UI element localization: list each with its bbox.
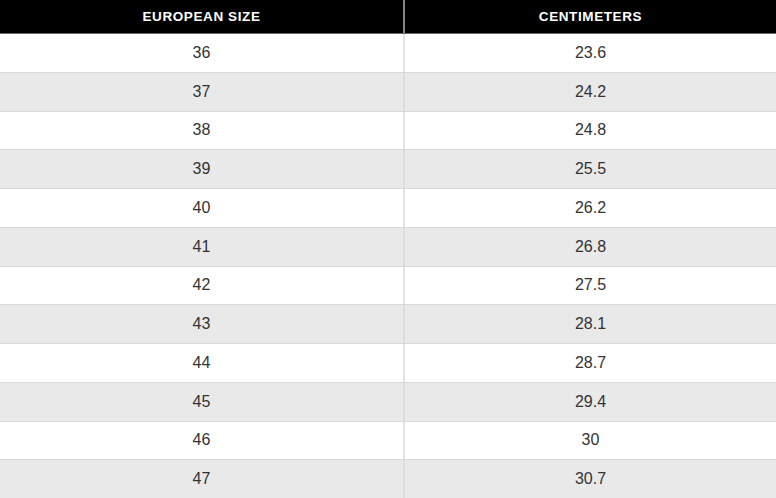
cm-value: 27.5 [405, 267, 776, 305]
size-value: 40 [0, 189, 405, 227]
size-value: 44 [0, 344, 405, 382]
table-row: 42 27.5 [0, 266, 776, 305]
cm-value: 26.2 [405, 189, 776, 227]
table-row: 38 24.8 [0, 111, 776, 150]
cm-value: 25.5 [405, 150, 776, 188]
cm-value: 26.8 [405, 228, 776, 266]
size-value: 38 [0, 112, 405, 150]
size-value: 41 [0, 228, 405, 266]
size-value: 39 [0, 150, 405, 188]
table-row: 44 28.7 [0, 343, 776, 382]
table-row: 40 26.2 [0, 188, 776, 227]
table-row: 46 30 [0, 421, 776, 460]
table-row: 45 29.4 [0, 382, 776, 421]
size-value: 47 [0, 460, 405, 498]
size-conversion-table: EUROPEAN SIZE CENTIMETERS 36 23.6 37 24.… [0, 0, 776, 498]
table-row: 43 28.1 [0, 304, 776, 343]
cm-value: 24.2 [405, 73, 776, 111]
size-value: 45 [0, 383, 405, 421]
table-row: 37 24.2 [0, 72, 776, 111]
cm-value: 24.8 [405, 112, 776, 150]
table-row: 36 23.6 [0, 34, 776, 72]
size-value: 36 [0, 34, 405, 72]
size-value: 37 [0, 73, 405, 111]
header-centimeters: CENTIMETERS [405, 0, 776, 33]
cm-value: 30 [405, 422, 776, 460]
table-header-row: EUROPEAN SIZE CENTIMETERS [0, 0, 776, 34]
table-row: 41 26.8 [0, 227, 776, 266]
cm-value: 30.7 [405, 460, 776, 498]
cm-value: 28.1 [405, 305, 776, 343]
cm-value: 28.7 [405, 344, 776, 382]
size-value: 43 [0, 305, 405, 343]
cm-value: 23.6 [405, 34, 776, 72]
table-row: 47 30.7 [0, 459, 776, 498]
size-value: 46 [0, 422, 405, 460]
cm-value: 29.4 [405, 383, 776, 421]
header-european-size: EUROPEAN SIZE [0, 0, 405, 33]
size-value: 42 [0, 267, 405, 305]
table-row: 39 25.5 [0, 149, 776, 188]
